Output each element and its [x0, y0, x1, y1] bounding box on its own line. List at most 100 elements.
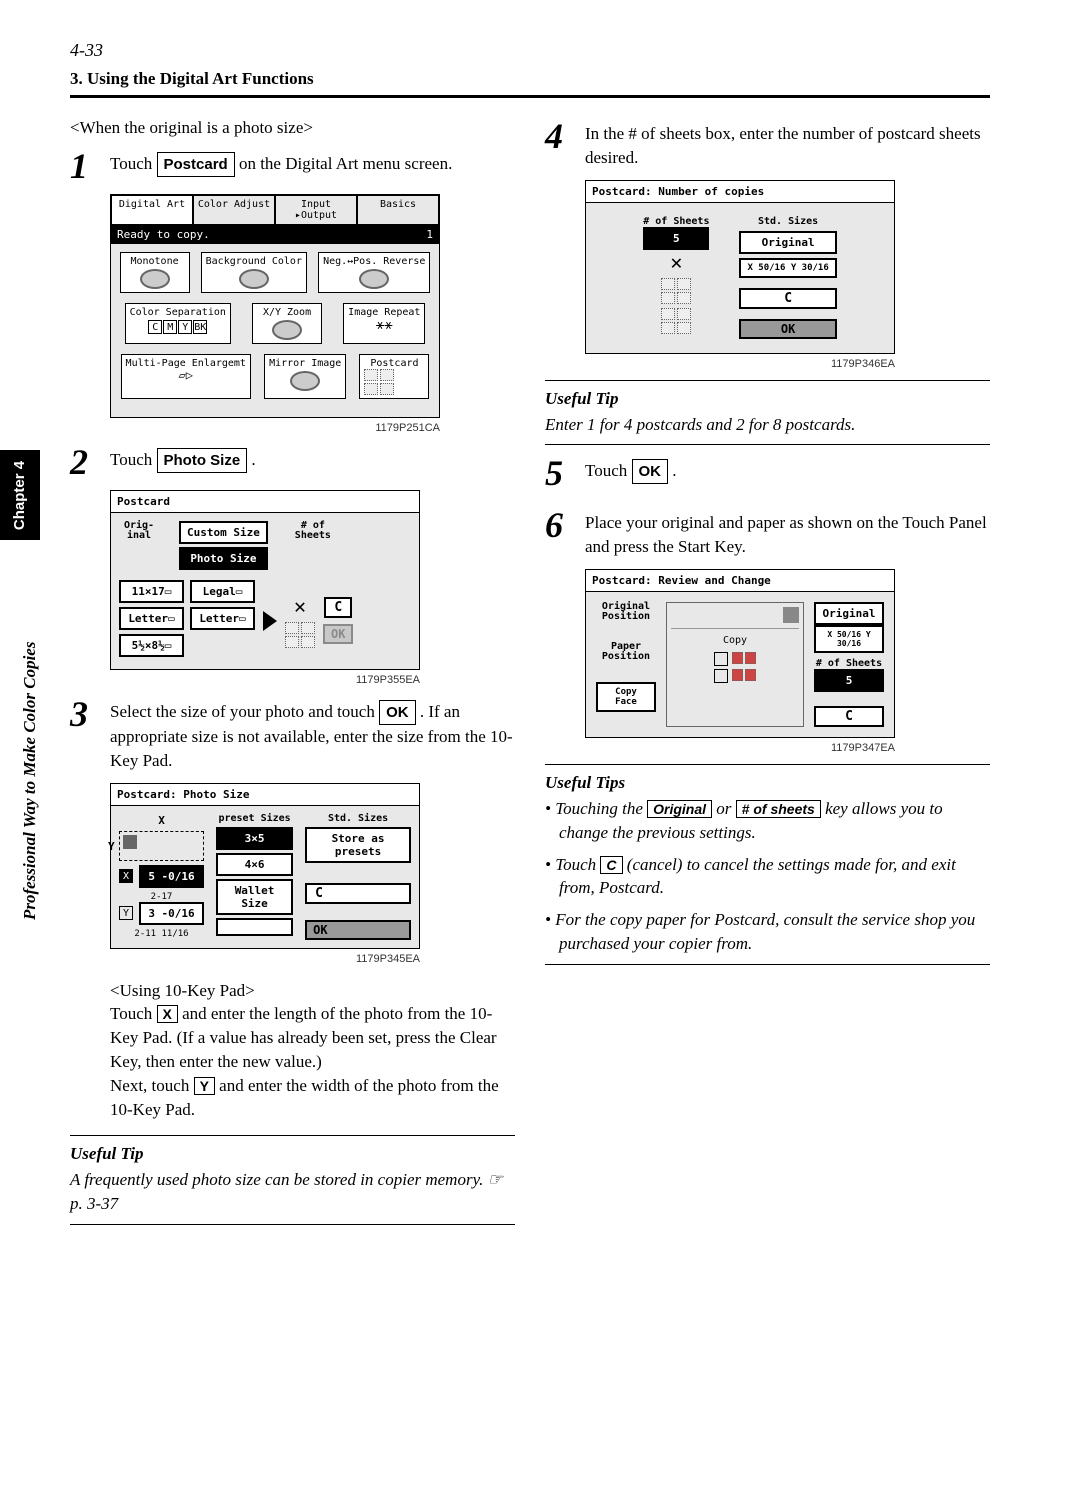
sheets-key[interactable]: # of sheets	[736, 800, 821, 818]
side-caption: Professional Way to Make Color Copies	[20, 642, 40, 920]
arrow-icon	[263, 611, 277, 631]
cancel-button[interactable]: C	[305, 883, 411, 904]
xy-display: X 50/16 Y 30/16	[739, 258, 836, 278]
step-4: 4 In the # of sheets box, enter the numb…	[545, 118, 990, 170]
size-option[interactable]: 5½×8½▭	[119, 634, 184, 657]
page-number: 4-33	[70, 40, 990, 61]
preset-slot[interactable]	[216, 918, 293, 936]
ok-button[interactable]: OK	[323, 624, 353, 644]
preset-button[interactable]: 4×6	[216, 853, 293, 876]
preset-button[interactable]: Wallet Size	[216, 879, 293, 915]
size-option[interactable]: 11×17▭	[119, 580, 184, 603]
postcard-button[interactable]: Postcard	[157, 152, 235, 177]
ok-button[interactable]: OK	[379, 700, 416, 725]
postcard-menu-button[interactable]: Postcard	[359, 354, 429, 399]
tip-item: Touch C (cancel) to cancel the settings …	[545, 853, 990, 901]
step-text: Place your original and paper as shown o…	[585, 507, 990, 559]
sheets-label: # of Sheets	[288, 521, 338, 541]
original-label: Orig-inal	[119, 521, 159, 541]
mirror-button[interactable]: Mirror Image	[264, 354, 346, 399]
paper-pos-label: Paper Position	[596, 642, 656, 662]
section-heading: 3. Using the Digital Art Functions	[70, 69, 990, 89]
ok-button[interactable]: OK	[305, 920, 411, 940]
cancel-button[interactable]: C	[739, 288, 836, 309]
right-column: 4 In the # of sheets box, enter the numb…	[545, 118, 990, 1233]
tip-item: For the copy paper for Postcard, consult…	[545, 908, 990, 956]
y-key[interactable]: Y	[194, 1077, 215, 1095]
color-sep-button[interactable]: Color SeparationCMYBK	[125, 303, 231, 344]
size-option[interactable]: Legal▭	[190, 580, 255, 603]
photo-size-menu-button[interactable]: Photo Size	[179, 547, 268, 570]
multipage-button[interactable]: Multi-Page Enlargemt▱▷	[121, 354, 251, 399]
step-number: 3	[70, 696, 110, 732]
tab-color-adjust[interactable]: Color Adjust	[193, 195, 275, 225]
tip-heading: Useful Tip	[545, 389, 990, 409]
x-icon: ✕	[643, 250, 709, 274]
screenshot-photo-size: Postcard: Photo Size X Y X5 -0/16 2-17 Y…	[110, 783, 420, 949]
screenshot-postcard-size: Postcard Orig-inal Custom Size Photo Siz…	[110, 490, 420, 670]
custom-size-button[interactable]: Custom Size	[179, 521, 268, 544]
keypad-instructions: <Using 10-Key Pad> Touch X and enter the…	[110, 975, 515, 1122]
status-text: Ready to copy.	[117, 228, 210, 241]
x-key[interactable]: X	[157, 1005, 178, 1023]
xy-display: X 50/16 Y 30/16	[814, 625, 884, 653]
step-1: 1 Touch Postcard on the Digital Art menu…	[70, 148, 515, 184]
step-2: 2 Touch Photo Size .	[70, 444, 515, 480]
photo-size-button[interactable]: Photo Size	[157, 448, 248, 473]
monotone-button[interactable]: Monotone	[120, 252, 190, 293]
step-text: Touch OK .	[585, 455, 990, 484]
divider	[70, 95, 990, 98]
screenshot-id: 1179P355EA	[110, 674, 420, 686]
x-icon: ✕	[285, 594, 315, 618]
cancel-key[interactable]: C	[600, 856, 622, 874]
sheets-value[interactable]: 5	[643, 227, 709, 250]
original-button[interactable]: Original	[814, 602, 884, 625]
step-3: 3 Select the size of your photo and touc…	[70, 696, 515, 773]
tab-basics[interactable]: Basics	[357, 195, 439, 225]
original-key[interactable]: Original	[647, 800, 712, 818]
tip-heading: Useful Tip	[70, 1144, 515, 1164]
step-5: 5 Touch OK .	[545, 455, 990, 491]
x-value[interactable]: 5 -0/16	[139, 865, 204, 888]
y-value[interactable]: 3 -0/16	[139, 902, 204, 925]
orig-pos-label: Original Position	[596, 602, 656, 622]
screenshot-review: Postcard: Review and Change Original Pos…	[585, 569, 895, 738]
cancel-button[interactable]: C	[324, 597, 352, 618]
preset-button[interactable]: 3×5	[216, 827, 293, 850]
original-button[interactable]: Original	[739, 231, 836, 254]
sheets-button[interactable]: 5	[814, 669, 884, 692]
chapter-tab: Chapter 4	[0, 450, 40, 540]
copy-count: 1	[426, 228, 433, 241]
step-text: Select the size of your photo and touch …	[110, 696, 515, 773]
store-preset-button[interactable]: Store as presets	[305, 827, 411, 863]
step-text: In the # of sheets box, enter the number…	[585, 118, 990, 170]
ok-button[interactable]: OK	[632, 459, 669, 484]
neg-pos-button[interactable]: Neg.↔Pos. Reverse	[318, 252, 430, 293]
tip-item: Touching the Original or # of sheets key…	[545, 797, 990, 845]
tab-digital-art[interactable]: Digital Art	[111, 195, 193, 225]
tip-text: A frequently used photo size can be stor…	[70, 1168, 515, 1216]
tips-list: Touching the Original or # of sheets key…	[545, 797, 990, 956]
screenshot-digital-art: Digital Art Color Adjust Input ▸Output B…	[110, 194, 440, 418]
left-column: <When the original is a photo size> 1 To…	[70, 118, 515, 1233]
subtitle: <When the original is a photo size>	[70, 118, 515, 138]
tip-text: Enter 1 for 4 postcards and 2 for 8 post…	[545, 413, 990, 437]
step-text: Touch Postcard on the Digital Art menu s…	[110, 148, 515, 177]
step-number: 4	[545, 118, 585, 154]
screenshot-copies: Postcard: Number of copies # of Sheets 5…	[585, 180, 895, 354]
size-option[interactable]: Letter▭	[190, 607, 255, 630]
step-6: 6 Place your original and paper as shown…	[545, 507, 990, 559]
step-number: 1	[70, 148, 110, 184]
xy-zoom-button[interactable]: X/Y Zoom	[252, 303, 322, 344]
copy-face-button[interactable]: Copy Face	[596, 682, 656, 712]
ok-button[interactable]: OK	[739, 319, 836, 339]
bg-color-button[interactable]: Background Color	[201, 252, 307, 293]
tab-input-output[interactable]: Input ▸Output	[275, 195, 357, 225]
screenshot-id: 1179P345EA	[110, 953, 420, 965]
screenshot-id: 1179P347EA	[585, 742, 895, 754]
step-number: 2	[70, 444, 110, 480]
image-repeat-button[interactable]: Image Repeat⚹⚹	[343, 303, 425, 344]
cancel-button[interactable]: C	[814, 706, 884, 727]
screenshot-id: 1179P251CA	[110, 422, 440, 434]
size-option[interactable]: Letter▭	[119, 607, 184, 630]
